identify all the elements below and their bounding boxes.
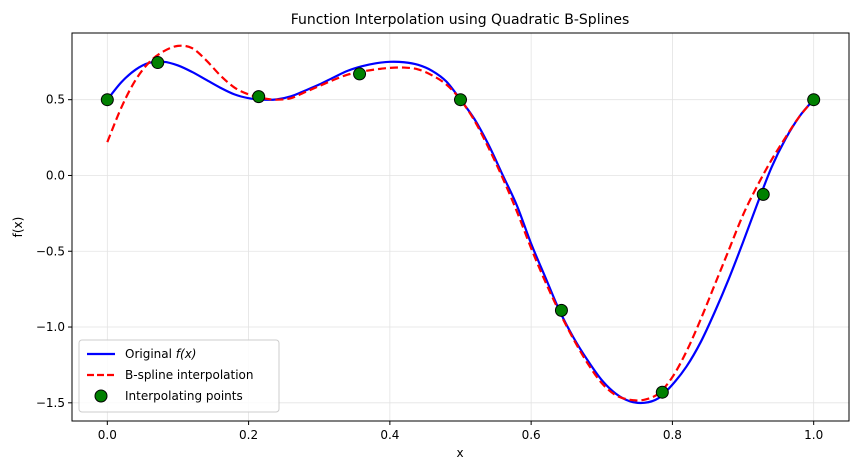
x-tick-label: 0.6 — [522, 428, 541, 442]
interpolating-point — [100, 93, 114, 107]
x-axis-ticks: 0.0 0.2 0.4 0.6 0.8 1.0 — [98, 421, 823, 442]
interpolating-point — [756, 187, 770, 201]
y-axis-ticks: 0.5 0.0 −0.5 −1.0 −1.5 — [36, 93, 72, 410]
legend-marker — [94, 389, 108, 403]
legend-label: B-spline interpolation — [125, 368, 254, 382]
grid — [72, 33, 849, 421]
x-tick-label: 1.0 — [804, 428, 823, 442]
interpolating-point — [353, 67, 367, 81]
interpolating-point — [151, 56, 165, 70]
x-tick-label: 0.8 — [663, 428, 682, 442]
legend-box — [78, 339, 280, 413]
y-axis-label: f(x) — [11, 217, 25, 238]
interpolating-point — [252, 90, 266, 104]
x-axis-label: x — [456, 446, 463, 460]
x-tick-label: 0.0 — [98, 428, 117, 442]
y-tick-label: 0.0 — [46, 168, 65, 182]
x-tick-label: 0.4 — [380, 428, 399, 442]
y-tick-label: −1.0 — [36, 320, 65, 334]
plot-frame — [71, 32, 850, 422]
legend: Original f(x) B-spline interpolation Inter… — [78, 339, 280, 413]
y-tick-label: 0.5 — [46, 93, 65, 107]
legend-label: Original f(x) — [125, 347, 196, 361]
chart-title: Function Interpolation using Quadratic B… — [291, 12, 630, 28]
interpolating-points — [100, 56, 821, 399]
y-tick-label: −0.5 — [36, 244, 65, 258]
interpolating-point — [807, 93, 821, 107]
interpolating-point — [554, 303, 568, 317]
x-tick-label: 0.2 — [239, 428, 258, 442]
interpolating-point — [454, 93, 467, 107]
legend-label: Interpolating points — [125, 389, 243, 403]
bspline-interpolation-line — [106, 44, 815, 402]
interpolating-point — [655, 385, 669, 399]
y-tick-label: −1.5 — [36, 396, 65, 410]
